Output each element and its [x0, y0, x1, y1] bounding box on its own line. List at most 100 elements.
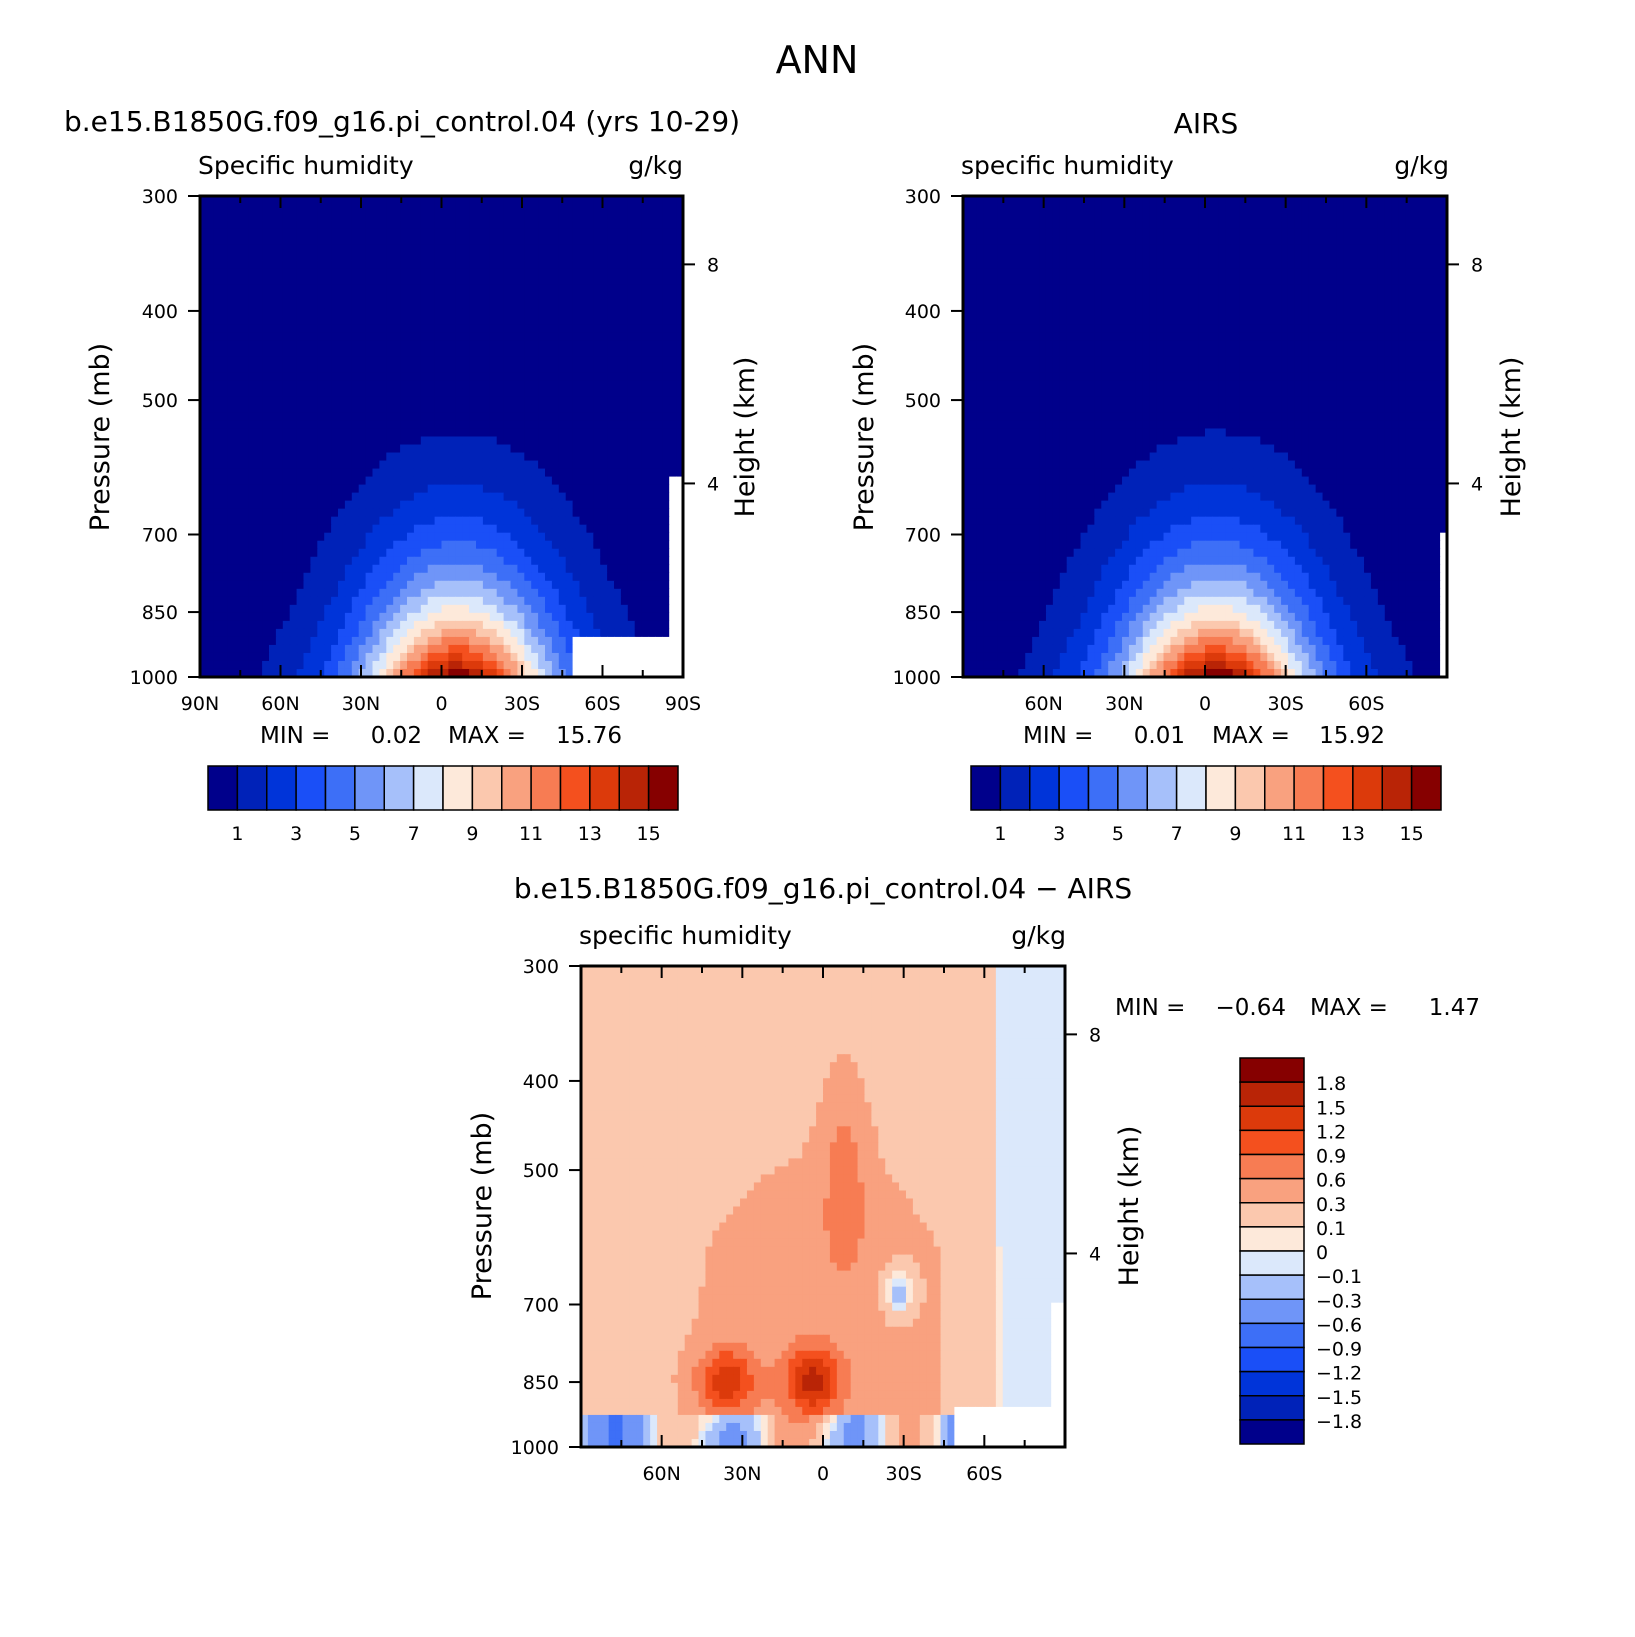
contour-cell	[1253, 204, 1261, 213]
contour-cell	[283, 340, 291, 349]
contour-cell	[655, 445, 663, 454]
contour-cell	[1122, 204, 1130, 213]
contour-cell	[1433, 220, 1441, 229]
contour-cell	[538, 260, 546, 269]
contour-cell	[262, 637, 270, 646]
contour-cell	[524, 461, 532, 470]
contour-cell	[304, 621, 312, 630]
contour-cell	[324, 356, 332, 365]
contour-cell	[1267, 236, 1275, 245]
contour-cell	[1399, 252, 1407, 261]
contour-cell	[228, 420, 236, 429]
contour-cell	[545, 485, 553, 494]
contour-cell	[214, 565, 222, 574]
contour-cell	[228, 380, 236, 389]
contour-cell	[442, 364, 450, 373]
contour-cell	[1170, 228, 1178, 237]
contour-cell	[545, 388, 553, 397]
contour-cell	[497, 428, 505, 437]
contour-cell	[573, 605, 581, 614]
contour-cell	[614, 629, 622, 638]
contour-cell	[442, 244, 450, 253]
contour-cell	[600, 573, 608, 582]
contour-cell	[538, 645, 546, 654]
contour-cell	[476, 661, 484, 670]
contour-cell	[1433, 228, 1441, 237]
contour-cell	[552, 300, 560, 309]
contour-cell	[662, 356, 670, 365]
contour-cell	[442, 557, 450, 566]
contour-cell	[628, 653, 636, 662]
contour-cell	[504, 348, 512, 357]
contour-cell	[573, 621, 581, 630]
contour-cell	[1267, 252, 1275, 261]
contour-cell	[573, 493, 581, 502]
contour-cell	[614, 661, 622, 670]
contour-cell	[386, 461, 394, 470]
contour-cell	[1316, 244, 1324, 253]
contour-cell	[559, 661, 567, 670]
contour-cell	[1219, 220, 1227, 229]
contour-cell	[276, 404, 284, 413]
contour-cell	[559, 212, 567, 221]
contour-cell	[662, 284, 670, 293]
contour-cell	[552, 605, 560, 614]
contour-cell	[1336, 252, 1344, 261]
contour-cell	[317, 364, 325, 373]
contour-cell	[1364, 252, 1372, 261]
contour-cell	[338, 541, 346, 550]
contour-cell	[435, 316, 443, 325]
contour-cell	[1067, 220, 1075, 229]
contour-cell	[379, 533, 387, 542]
contour-cell	[1177, 204, 1185, 213]
contour-cell	[517, 292, 525, 301]
contour-cell	[1094, 204, 1102, 213]
contour-cell	[1184, 236, 1192, 245]
contour-cell	[310, 228, 318, 237]
contour-cell	[649, 324, 657, 333]
contour-cell	[442, 324, 450, 333]
contour-cell	[1018, 252, 1026, 261]
contour-cell	[448, 356, 456, 365]
contour-cell	[235, 396, 243, 405]
contour-cell	[984, 276, 992, 285]
contour-cell	[1018, 220, 1026, 229]
contour-cell	[255, 445, 263, 454]
contour-cell	[331, 573, 339, 582]
contour-cell	[373, 212, 381, 221]
contour-cell	[586, 501, 594, 510]
contour-cell	[524, 661, 532, 670]
contour-cell	[421, 477, 429, 486]
contour-cell	[338, 573, 346, 582]
contour-cell	[517, 621, 525, 630]
contour-cell	[269, 252, 277, 261]
contour-cell	[607, 661, 615, 670]
contour-cell	[1004, 268, 1012, 277]
contour-cell	[414, 204, 422, 213]
contour-cell	[421, 340, 429, 349]
contour-cell	[331, 380, 339, 389]
contour-cell	[511, 220, 519, 229]
contour-cell	[642, 525, 650, 534]
contour-cell	[324, 557, 332, 566]
contour-cell	[614, 244, 622, 253]
contour-cell	[386, 412, 394, 421]
contour-cell	[1288, 244, 1296, 253]
contour-cell	[490, 308, 498, 317]
contour-cell	[442, 412, 450, 421]
contour-cell	[386, 300, 394, 309]
contour-cell	[573, 485, 581, 494]
contour-cell	[1157, 204, 1165, 213]
contour-cell	[1101, 268, 1109, 277]
contour-cell	[655, 340, 663, 349]
contour-cell	[255, 461, 263, 470]
contour-cell	[1419, 212, 1427, 221]
contour-cell	[524, 485, 532, 494]
contour-cell	[407, 525, 415, 534]
contour-cell	[421, 388, 429, 397]
contour-cell	[621, 573, 629, 582]
contour-cell	[517, 645, 525, 654]
contour-cell	[359, 525, 367, 534]
contour-cell	[580, 372, 588, 381]
contour-cell	[469, 573, 477, 582]
